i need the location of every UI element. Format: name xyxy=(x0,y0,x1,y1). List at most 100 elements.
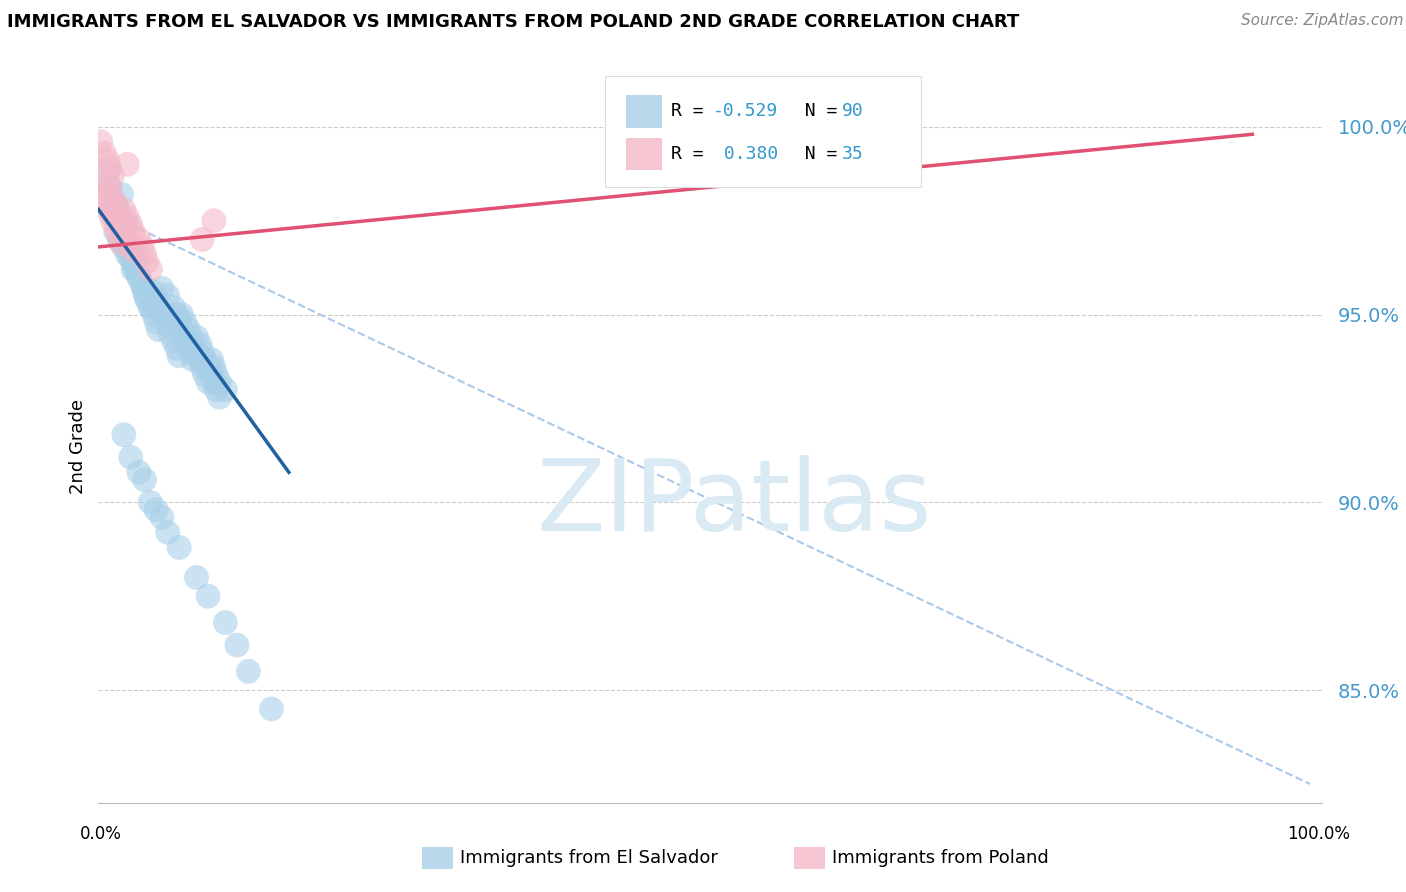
Point xyxy=(108,206,131,220)
Point xyxy=(200,368,222,382)
Text: 0.380: 0.380 xyxy=(713,145,778,163)
Point xyxy=(150,510,173,524)
Point xyxy=(214,615,236,630)
Point xyxy=(205,383,228,397)
Point xyxy=(120,244,142,258)
Point xyxy=(162,334,184,348)
Point xyxy=(122,255,145,269)
Point xyxy=(120,251,142,265)
Point xyxy=(122,262,145,277)
Point xyxy=(134,285,156,299)
Point xyxy=(94,191,117,205)
Text: 0.0%: 0.0% xyxy=(80,825,122,843)
Text: N =: N = xyxy=(783,145,848,163)
Point xyxy=(97,165,120,179)
Point xyxy=(104,199,127,213)
Text: ZIPatlas: ZIPatlas xyxy=(537,455,932,551)
Point xyxy=(97,176,120,190)
Point xyxy=(167,349,190,363)
Point xyxy=(145,315,167,329)
Point xyxy=(117,228,139,243)
Point xyxy=(148,322,170,336)
Point xyxy=(188,337,211,351)
Point xyxy=(110,228,132,243)
Point xyxy=(191,232,214,246)
Point xyxy=(150,281,173,295)
Point xyxy=(108,210,131,224)
Point xyxy=(174,330,197,344)
Point xyxy=(101,191,124,205)
Point xyxy=(117,210,139,224)
Point xyxy=(177,337,200,351)
Point xyxy=(197,360,219,375)
Point xyxy=(98,202,121,217)
Point xyxy=(112,427,135,442)
Point xyxy=(131,240,153,254)
Text: Source: ZipAtlas.com: Source: ZipAtlas.com xyxy=(1240,13,1403,29)
Point xyxy=(186,330,208,344)
Point xyxy=(131,277,153,292)
Point xyxy=(134,473,156,487)
Text: N =: N = xyxy=(783,103,848,120)
Text: IMMIGRANTS FROM EL SALVADOR VS IMMIGRANTS FROM POLAND 2ND GRADE CORRELATION CHAR: IMMIGRANTS FROM EL SALVADOR VS IMMIGRANT… xyxy=(7,13,1019,31)
Point xyxy=(128,270,150,285)
Text: R =: R = xyxy=(671,145,714,163)
Point xyxy=(167,541,190,555)
Point xyxy=(128,232,150,246)
Point xyxy=(139,262,162,277)
Point xyxy=(174,315,197,329)
Point xyxy=(124,262,146,277)
Point xyxy=(180,345,202,359)
Point xyxy=(156,318,179,333)
Point xyxy=(145,293,167,307)
Point xyxy=(156,525,179,540)
Point xyxy=(135,293,157,307)
Point xyxy=(128,465,150,479)
Point xyxy=(135,255,157,269)
Point xyxy=(104,225,127,239)
Point xyxy=(124,259,146,273)
Point xyxy=(112,221,135,235)
Point xyxy=(155,311,177,326)
Point xyxy=(191,345,214,359)
Point xyxy=(98,161,121,175)
Point xyxy=(202,375,225,389)
Point xyxy=(162,300,184,314)
Point xyxy=(159,326,181,341)
Point xyxy=(202,213,225,227)
Point xyxy=(180,330,202,344)
Point xyxy=(90,135,112,149)
Point xyxy=(128,270,150,285)
Point xyxy=(120,450,142,465)
Y-axis label: 2nd Grade: 2nd Grade xyxy=(69,399,87,493)
Point xyxy=(97,199,120,213)
Point xyxy=(139,300,162,314)
Point xyxy=(238,665,260,679)
Point xyxy=(177,322,200,336)
Point xyxy=(117,157,139,171)
Text: Immigrants from Poland: Immigrants from Poland xyxy=(832,849,1049,867)
Point xyxy=(214,383,236,397)
Point xyxy=(101,213,124,227)
Point xyxy=(181,337,204,351)
Point xyxy=(197,589,219,603)
Text: -0.529: -0.529 xyxy=(713,103,778,120)
Point xyxy=(170,308,193,322)
Point xyxy=(188,352,211,367)
Point xyxy=(112,202,135,217)
Point xyxy=(104,221,127,235)
Point xyxy=(135,293,157,307)
Point xyxy=(90,184,112,198)
Point xyxy=(122,225,145,239)
Point xyxy=(202,360,225,375)
Point xyxy=(260,702,283,716)
Point xyxy=(142,308,165,322)
Point xyxy=(104,199,127,213)
Point xyxy=(112,240,135,254)
Point xyxy=(93,146,115,161)
Point xyxy=(225,638,247,652)
Point xyxy=(117,247,139,261)
Point xyxy=(139,495,162,509)
Point xyxy=(108,232,131,246)
Point xyxy=(186,570,208,584)
